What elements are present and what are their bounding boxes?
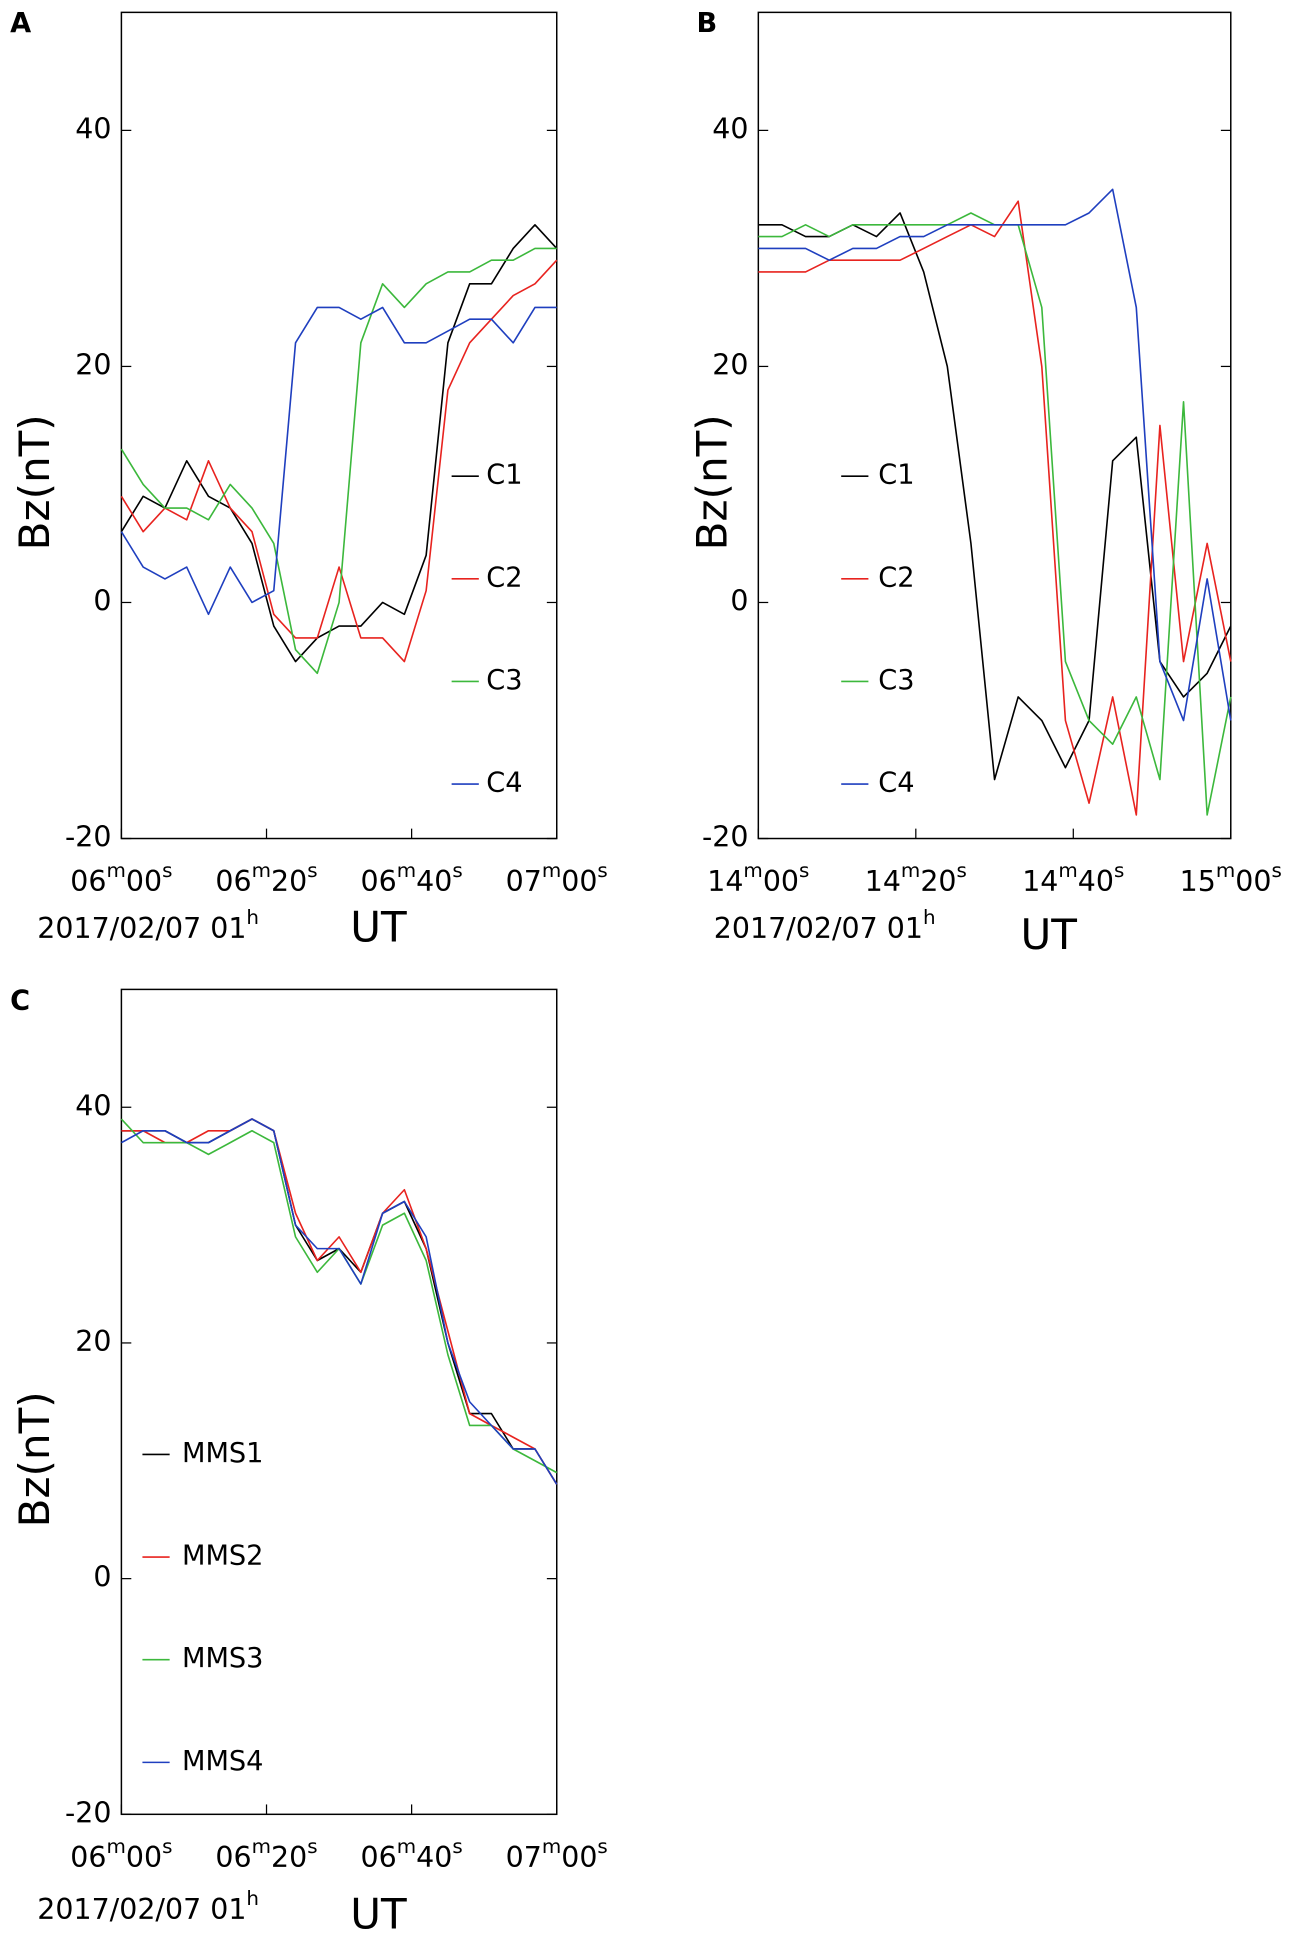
x-tick-label: 06m00s — [70, 1835, 172, 1874]
x-tick-label: 14m40s — [1022, 859, 1124, 898]
series-line — [121, 1118, 558, 1485]
plot-frame — [120, 988, 558, 1816]
series-line — [121, 1118, 558, 1485]
series-line — [758, 188, 1232, 722]
plot-frame — [757, 11, 1232, 840]
y-tick-label: -20 — [65, 821, 111, 854]
series-line — [758, 212, 1232, 781]
panel-label: C — [10, 985, 30, 1016]
x-tick-label: 14m00s — [707, 859, 809, 898]
legend-label: C3 — [486, 665, 522, 696]
x-tick-label: 06m20s — [215, 1835, 317, 1874]
panel-label: B — [696, 8, 717, 39]
y-tick-label: 20 — [712, 348, 748, 381]
y-tick-label: 0 — [93, 584, 111, 617]
legend-label: C1 — [878, 460, 914, 491]
plot-frame — [120, 11, 558, 840]
y-axis-title: Bz(nT) — [10, 1391, 59, 1527]
legend-label: C3 — [878, 665, 914, 696]
series-line — [120, 247, 557, 675]
x-tick-label: 14m20s — [865, 859, 967, 898]
y-tick-label: 20 — [75, 1325, 111, 1358]
x-tick-label: 06m40s — [361, 859, 463, 898]
y-tick-label: -20 — [65, 1796, 111, 1829]
date-label: 2017/02/07 01h — [714, 906, 936, 945]
date-label: 2017/02/07 01h — [37, 906, 259, 945]
legend-label: MMS4 — [182, 1746, 263, 1777]
series-line — [120, 306, 557, 616]
x-axis-title: UT — [1021, 910, 1078, 959]
series-line — [120, 259, 558, 663]
legend-label: C2 — [486, 562, 522, 593]
x-tick-label: 06m20s — [215, 859, 317, 898]
x-tick-label: 07m00s — [506, 1835, 608, 1874]
legend-label: C1 — [486, 460, 522, 491]
x-axis-title: UT — [350, 903, 407, 952]
legend-label: C4 — [878, 768, 914, 799]
series-line — [120, 1118, 558, 1474]
y-tick-label: -20 — [702, 821, 748, 854]
legend-label: C4 — [486, 768, 522, 799]
panel-label: A — [10, 8, 31, 39]
series-line — [120, 224, 558, 663]
y-axis-title: Bz(nT) — [10, 414, 59, 550]
series-line — [758, 212, 1232, 816]
legend-label: MMS1 — [182, 1438, 263, 1469]
x-tick-label: 15m00s — [1180, 859, 1282, 898]
series-line — [758, 200, 1232, 816]
y-tick-label: 20 — [75, 348, 111, 381]
date-label: 2017/02/07 01h — [37, 1887, 259, 1926]
series-line — [121, 1118, 558, 1485]
x-tick-label: 06m00s — [70, 859, 172, 898]
x-tick-label: 06m40s — [361, 1835, 463, 1874]
y-axis-title: Bz(nT) — [688, 414, 737, 550]
y-tick-label: 40 — [75, 1089, 111, 1122]
x-axis-title: UT — [350, 1889, 407, 1938]
y-tick-label: 0 — [730, 584, 748, 617]
legend-label: MMS2 — [182, 1541, 263, 1572]
legend-label: MMS3 — [182, 1643, 263, 1674]
y-tick-label: 40 — [712, 112, 748, 145]
y-tick-label: 0 — [93, 1561, 111, 1594]
legend-label: C2 — [878, 562, 914, 593]
x-tick-label: 07m00s — [506, 859, 608, 898]
y-tick-label: 40 — [75, 112, 111, 145]
